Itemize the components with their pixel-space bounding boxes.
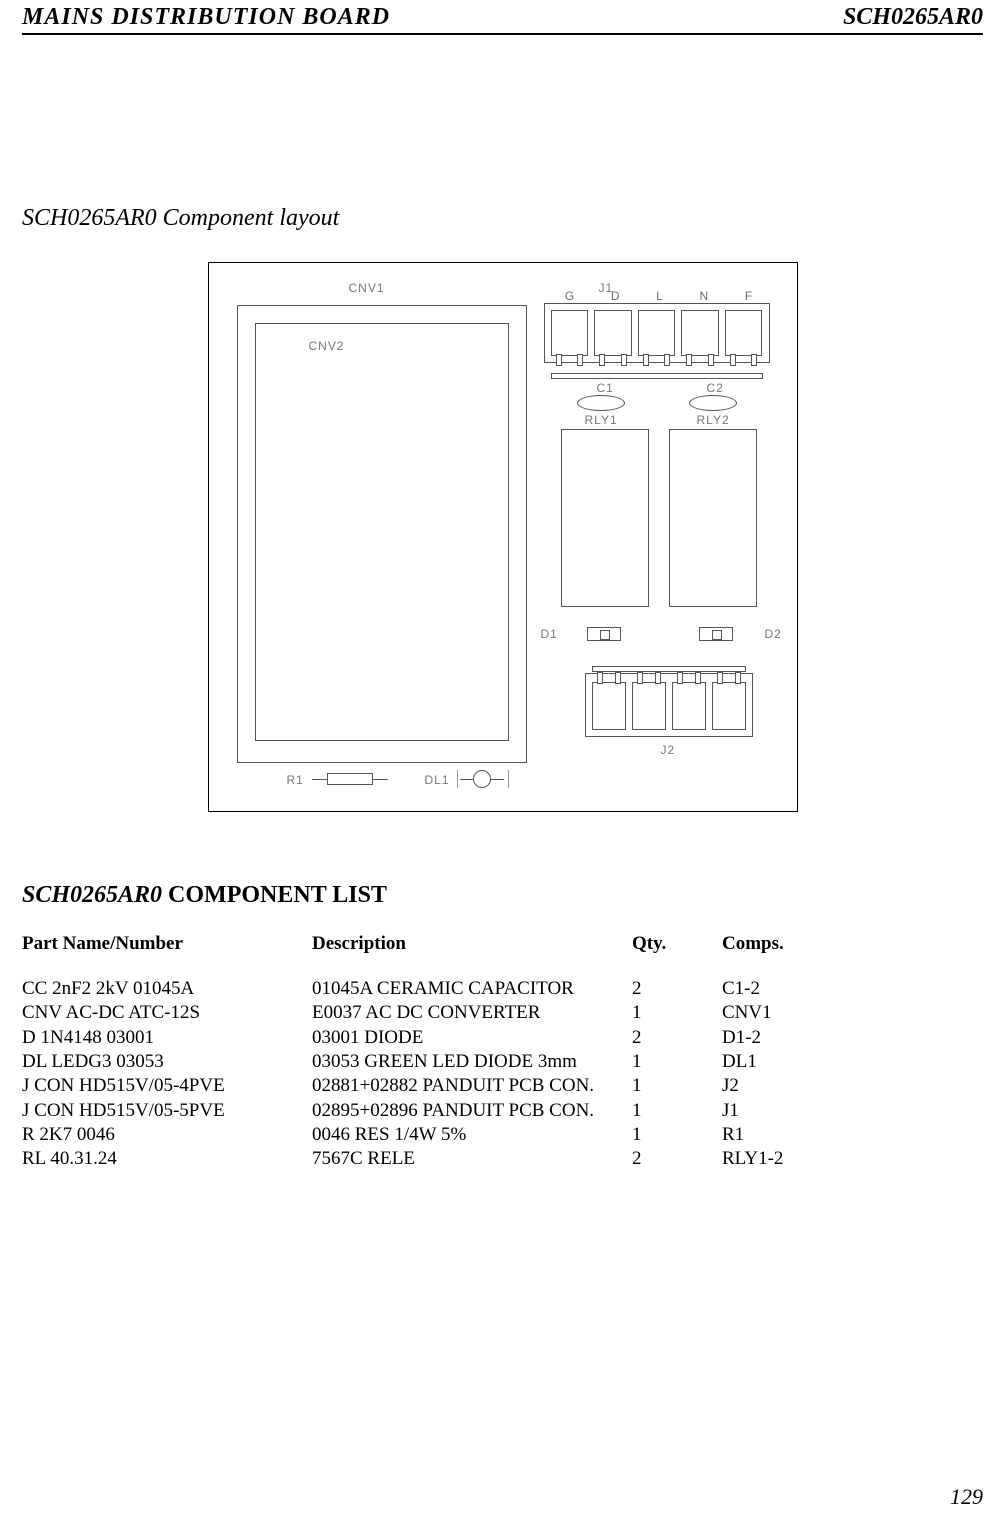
cell-part: R 2K7 0046 [22,1123,312,1147]
cell-part: D 1N4148 03001 [22,1026,312,1050]
label-dl1: DL1 [425,773,450,787]
table-row: CNV AC-DC ATC-12SE0037 AC DC CONVERTER1C… [22,1001,983,1025]
cell-comps: D1-2 [722,1026,842,1050]
cell-desc: 03053 GREEN LED DIODE 3mm [312,1050,632,1074]
header-left: MAINS DISTRIBUTION BOARD [22,4,390,31]
label-r1: R1 [287,773,304,787]
pin-d: D [611,289,620,303]
table-row: D 1N4148 0300103001 DIODE2D1-2 [22,1026,983,1050]
col-part: Part Name/Number [22,933,312,955]
cell-desc: 7567C RELE [312,1147,632,1171]
cell-desc: E0037 AC DC CONVERTER [312,1001,632,1025]
diode-d1 [587,627,621,641]
pin-f: F [745,289,752,303]
cell-part: CC 2nF2 2kV 01045A [22,977,312,1001]
cell-comps: DL1 [722,1050,842,1074]
col-qty: Qty. [632,933,722,955]
j1-pin-labels: G D L N F [547,289,771,303]
pin-l: L [656,289,663,303]
label-d2: D2 [765,627,782,641]
section-title-layout: SCH0265AR0 Component layout [22,205,983,232]
connector-j2 [585,673,753,737]
cell-part: DL LEDG3 03053 [22,1050,312,1074]
pin-g: G [565,289,574,303]
cell-qty: 1 [632,1001,722,1025]
label-rly1: RLY1 [585,413,618,427]
component-layout-diagram: CNV1 J1 G D L N F CNV2 C1 C2 RLY1 RLY2 [22,262,983,812]
table-row: J CON HD515V/05-5PVE02895+02896 PANDUIT … [22,1099,983,1123]
resistor-r1 [327,773,373,785]
cell-desc: 02895+02896 PANDUIT PCB CON. [312,1099,632,1123]
cell-comps: J2 [722,1074,842,1098]
cell-qty: 1 [632,1123,722,1147]
cell-comps: CNV1 [722,1001,842,1025]
cell-desc: 03001 DIODE [312,1026,632,1050]
table-header-row: Part Name/Number Description Qty. Comps. [22,933,983,955]
cell-desc: 0046 RES 1/4W 5% [312,1123,632,1147]
table-row: R 2K7 00460046 RES 1/4W 5%1R1 [22,1123,983,1147]
section-title-list-rest: COMPONENT LIST [162,882,387,908]
table-row: J CON HD515V/05-4PVE02881+02882 PANDUIT … [22,1074,983,1098]
cell-comps: J1 [722,1099,842,1123]
header-right: SCH0265AR0 [843,4,983,31]
cell-comps: C1-2 [722,977,842,1001]
pcb-board: CNV1 J1 G D L N F CNV2 C1 C2 RLY1 RLY2 [208,262,798,812]
relay-rly1 [561,429,649,607]
label-rly2: RLY2 [697,413,730,427]
cap-c1 [577,395,625,411]
cell-desc: 01045A CERAMIC CAPACITOR [312,977,632,1001]
table-row: DL LEDG3 0305303053 GREEN LED DIODE 3mm1… [22,1050,983,1074]
cell-part: J CON HD515V/05-5PVE [22,1099,312,1123]
label-d1: D1 [541,627,558,641]
col-comps: Comps. [722,933,842,955]
cell-qty: 1 [632,1074,722,1098]
cell-comps: RLY1-2 [722,1147,842,1171]
table-row: CC 2nF2 2kV 01045A01045A CERAMIC CAPACIT… [22,977,983,1001]
relay-rly2 [669,429,757,607]
page-number: 129 [950,1484,983,1510]
table-row: RL 40.31.247567C RELE2RLY1-2 [22,1147,983,1171]
led-dl1 [473,770,491,788]
cap-c2 [689,395,737,411]
section-title-list-code: SCH0265AR0 [22,882,162,908]
label-c1: C1 [597,381,614,395]
cell-qty: 2 [632,1026,722,1050]
page-header: MAINS DISTRIBUTION BOARD SCH0265AR0 [22,0,983,35]
cell-part: RL 40.31.24 [22,1147,312,1171]
cell-desc: 02881+02882 PANDUIT PCB CON. [312,1074,632,1098]
label-j2: J2 [661,743,676,757]
cell-qty: 2 [632,977,722,1001]
diode-d2 [699,627,733,641]
label-cnv1: CNV1 [349,281,385,295]
cnv2-outline [255,323,509,741]
section-title-list: SCH0265AR0 COMPONENT LIST [22,882,983,909]
label-cnv2: CNV2 [309,339,345,353]
cell-comps: R1 [722,1123,842,1147]
cell-qty: 2 [632,1147,722,1171]
component-list-table: Part Name/Number Description Qty. Comps.… [22,933,983,1172]
cell-qty: 1 [632,1099,722,1123]
cell-qty: 1 [632,1050,722,1074]
col-desc: Description [312,933,632,955]
connector-j1 [544,303,770,363]
pin-n: N [700,289,709,303]
cell-part: J CON HD515V/05-4PVE [22,1074,312,1098]
cell-part: CNV AC-DC ATC-12S [22,1001,312,1025]
label-c2: C2 [707,381,724,395]
